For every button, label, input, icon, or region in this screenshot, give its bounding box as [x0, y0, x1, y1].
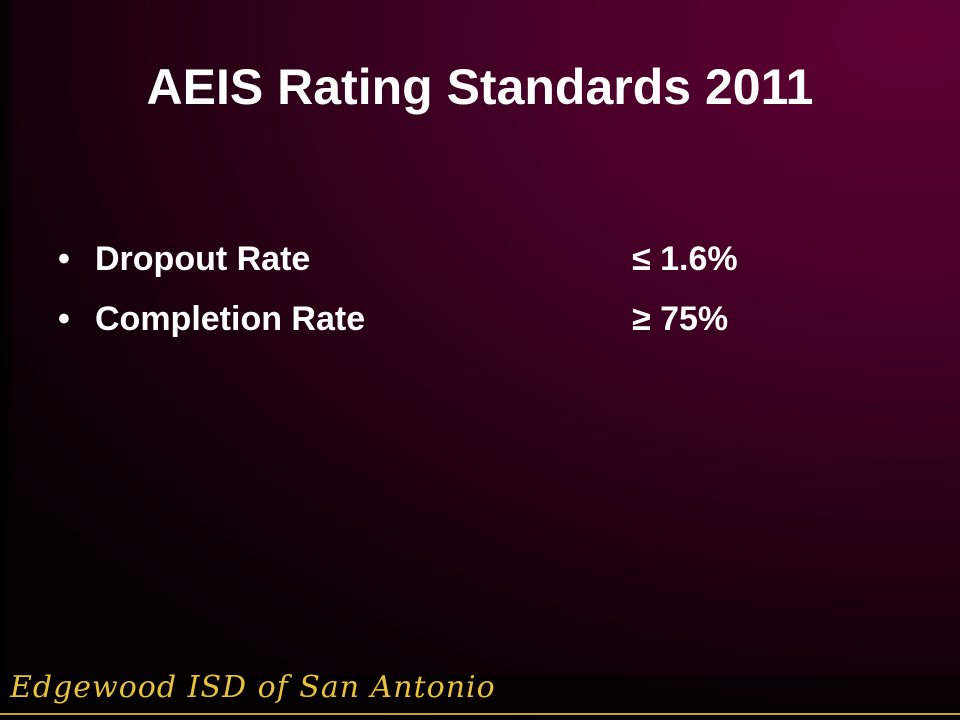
bullet-value: ≥ 75%	[632, 300, 729, 338]
footer-text: Edgewood ISD of San Antonio	[10, 670, 496, 705]
bullet-dot: •	[58, 300, 70, 338]
slide-title: AEIS Rating Standards 2011	[146, 59, 814, 115]
left-stripe	[0, 0, 12, 720]
footer-line	[0, 713, 960, 715]
bullet-row: • Completion Rate ≥ 75%	[58, 300, 918, 344]
bullet-value: ≤ 1.6%	[632, 240, 738, 278]
bullet-label: Completion Rate	[95, 300, 366, 338]
bullet-label: Dropout Rate	[95, 240, 311, 278]
bullet-dot: •	[58, 240, 70, 278]
bullet-row: • Dropout Rate ≤ 1.6%	[58, 240, 918, 284]
footer-band	[0, 676, 960, 720]
